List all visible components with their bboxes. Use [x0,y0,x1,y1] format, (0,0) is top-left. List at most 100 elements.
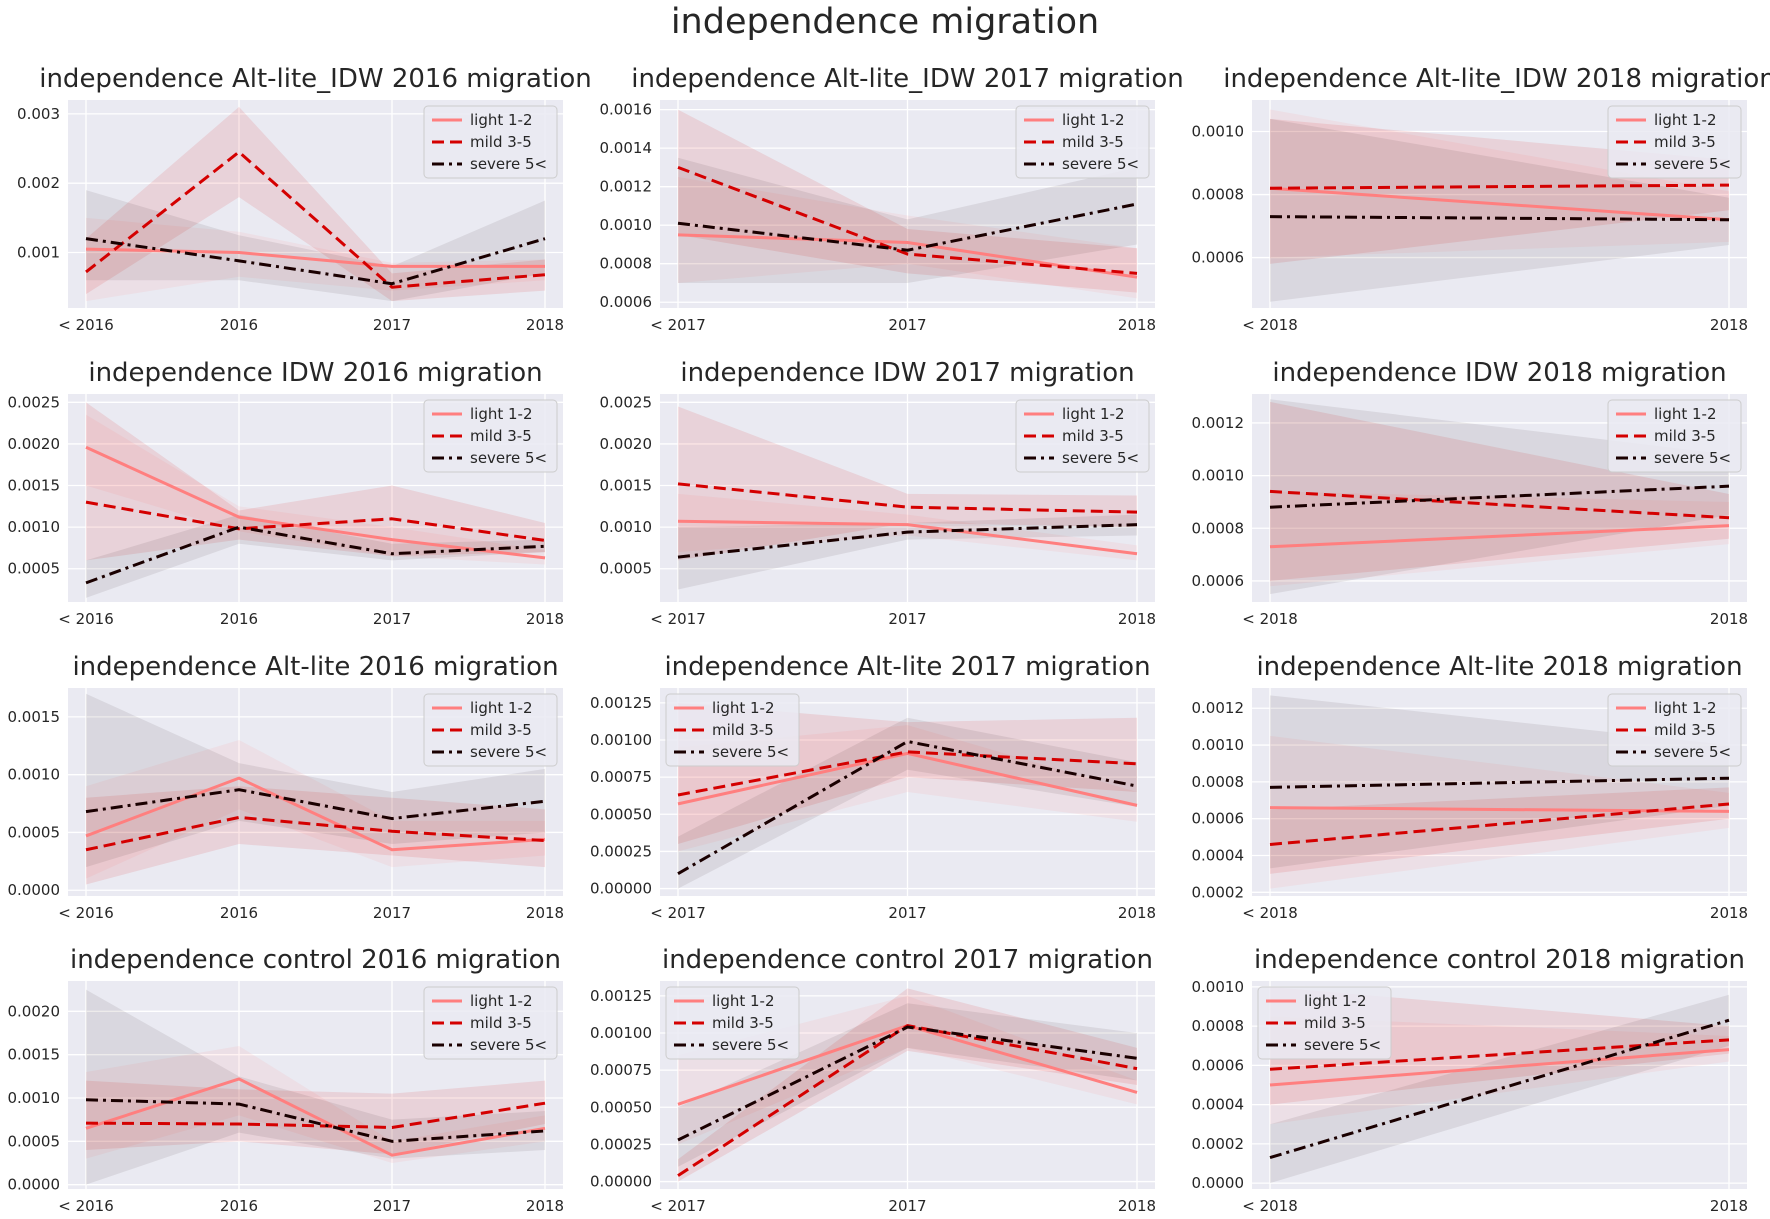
x-tick-label: 2017 [888,904,926,922]
ci-band-severe [1270,994,1729,1184]
legend-label-severe: severe 5< [1654,155,1731,173]
legend-label-light: light 1-2 [1062,405,1125,423]
y-tick-label: 0.0004 [1192,1096,1245,1114]
legend-label-mild: mild 3-5 [470,427,532,445]
x-tick-label: < 2016 [58,904,114,922]
figure-title: independence migration [671,2,1099,42]
series-line-light [85,1077,546,1157]
x-tick-label: 2016 [220,316,258,334]
subplot-grid: 0.001 0.002 0.003 < 2016 2016 2017 2018 indepen… [8,64,1770,1215]
x-tick-label: 2016 [220,904,258,922]
y-tick-label: 0.00100 [590,1024,652,1042]
subplot-title: independence IDW 2016 migration [88,358,542,388]
legend-box [1257,986,1392,1060]
series-line-severe [677,523,1138,559]
x-tick-label: 2018 [1118,904,1156,922]
y-tick-label: 0.0020 [8,435,61,453]
legend-label-severe: severe 5< [470,155,547,173]
series-line-mild [1269,489,1730,520]
legend: light 1-2 mild 3-5 severe 5< [665,693,800,767]
y-tick-label: 0.0008 [1192,1017,1245,1035]
legend-box [1015,399,1150,473]
x-tick-label: 2018 [1118,316,1156,334]
series-line-light [1269,1048,1730,1087]
legend-label-severe: severe 5< [712,1036,789,1054]
x-tick-label: 2017 [373,904,411,922]
x-tick-label: 2018 [526,316,564,334]
series-line-mild [1269,183,1730,190]
x-tick-label: < 2017 [650,1197,706,1215]
ci-band-mild [1270,401,1729,581]
y-tick-label: 0.0012 [600,178,653,196]
legend: light 1-2 mild 3-5 severe 5< [1257,986,1392,1060]
ci-band-light [86,1046,545,1163]
legend-label-light: light 1-2 [470,699,533,717]
y-tick-label: 0.00125 [590,987,652,1005]
legend-label-light: light 1-2 [1654,699,1717,717]
x-tick-label: 2018 [526,1197,564,1215]
series-line-mild [85,150,546,289]
subplot-10: 0.0000 0.0005 0.0010 0.0015 0.0020 < 2016 2016… [8,945,565,1215]
y-tick-label: 0.0002 [1192,883,1245,901]
x-tick-label: 2018 [1118,1197,1156,1215]
legend-label-mild: mild 3-5 [1062,133,1124,151]
x-tick-label: < 2016 [58,1197,114,1215]
legend-label-light: light 1-2 [1304,992,1367,1010]
legend-label-light: light 1-2 [1654,405,1717,423]
legend-label-mild: mild 3-5 [712,1014,774,1032]
ci-band-severe [86,989,545,1185]
legend-label-light: light 1-2 [712,699,775,717]
series-line-severe [85,237,546,286]
x-tick-label: < 2017 [650,904,706,922]
y-tick-label: 0.00000 [590,880,652,898]
y-tick-label: 0.0010 [8,1089,61,1107]
y-tick-label: 0.0008 [1192,519,1245,537]
y-tick-label: 0.0010 [1192,978,1245,996]
series-line-mild [85,500,546,542]
series-line-mild [1269,1038,1730,1071]
y-tick-label: 0.0006 [1192,249,1245,267]
ci-band-light [678,177,1137,299]
ci-band-severe [678,157,1137,283]
x-tick-label: 2018 [526,904,564,922]
subplot-2: 0.0006 0.0008 0.0010 0.0012 0.0014 0.0016 < 20… [600,64,1184,334]
legend-label-mild: mild 3-5 [1654,133,1716,151]
ci-band-light [1270,491,1729,587]
y-tick-label: 0.00050 [590,1098,652,1116]
legend-box [423,693,558,767]
y-tick-label: 0.0025 [8,393,61,411]
subplot-7: 0.0000 0.0005 0.0010 0.0015 < 2016 2016 2017 20… [8,652,565,922]
legend-label-light: light 1-2 [1062,111,1125,129]
subplot-3: 0.0006 0.0008 0.0010 < 2018 2018 independence… [1192,64,1770,334]
y-tick-label: 0.0010 [1192,736,1245,754]
series-line-severe [85,525,546,585]
y-tick-label: 0.0010 [8,518,61,536]
legend-label-light: light 1-2 [470,405,533,423]
ci-band-severe [86,190,545,302]
subplot-5: 0.0005 0.0010 0.0015 0.0020 0.0025 < 2017 2017… [600,358,1157,628]
x-tick-label: < 2018 [1242,904,1298,922]
legend-box [665,986,800,1060]
legend: light 1-2 mild 3-5 severe 5< [1607,105,1742,179]
ci-band-light [86,740,545,879]
series-line-mild [677,750,1138,797]
series-line-severe [85,788,546,821]
y-tick-label: 0.0020 [600,435,653,453]
series-line-severe [677,202,1138,252]
x-tick-label: 2017 [373,610,411,628]
ci-band-light [678,493,1137,561]
legend-box [423,105,558,179]
ci-band-severe [86,514,545,598]
legend-label-mild: mild 3-5 [712,721,774,739]
x-tick-label: 2016 [220,610,258,628]
legend-box [1607,399,1742,473]
ci-band-severe [86,693,545,868]
y-tick-label: 0.00100 [590,731,652,749]
subplot-title: independence IDW 2017 migration [680,358,1134,388]
legend-label-mild: mild 3-5 [1062,427,1124,445]
legend: light 1-2 mild 3-5 severe 5< [423,399,558,473]
x-tick-label: 2018 [1118,610,1156,628]
y-tick-label: 0.00025 [590,1135,652,1153]
ci-band-mild [678,109,1137,293]
y-tick-label: 0.00000 [590,1173,652,1191]
